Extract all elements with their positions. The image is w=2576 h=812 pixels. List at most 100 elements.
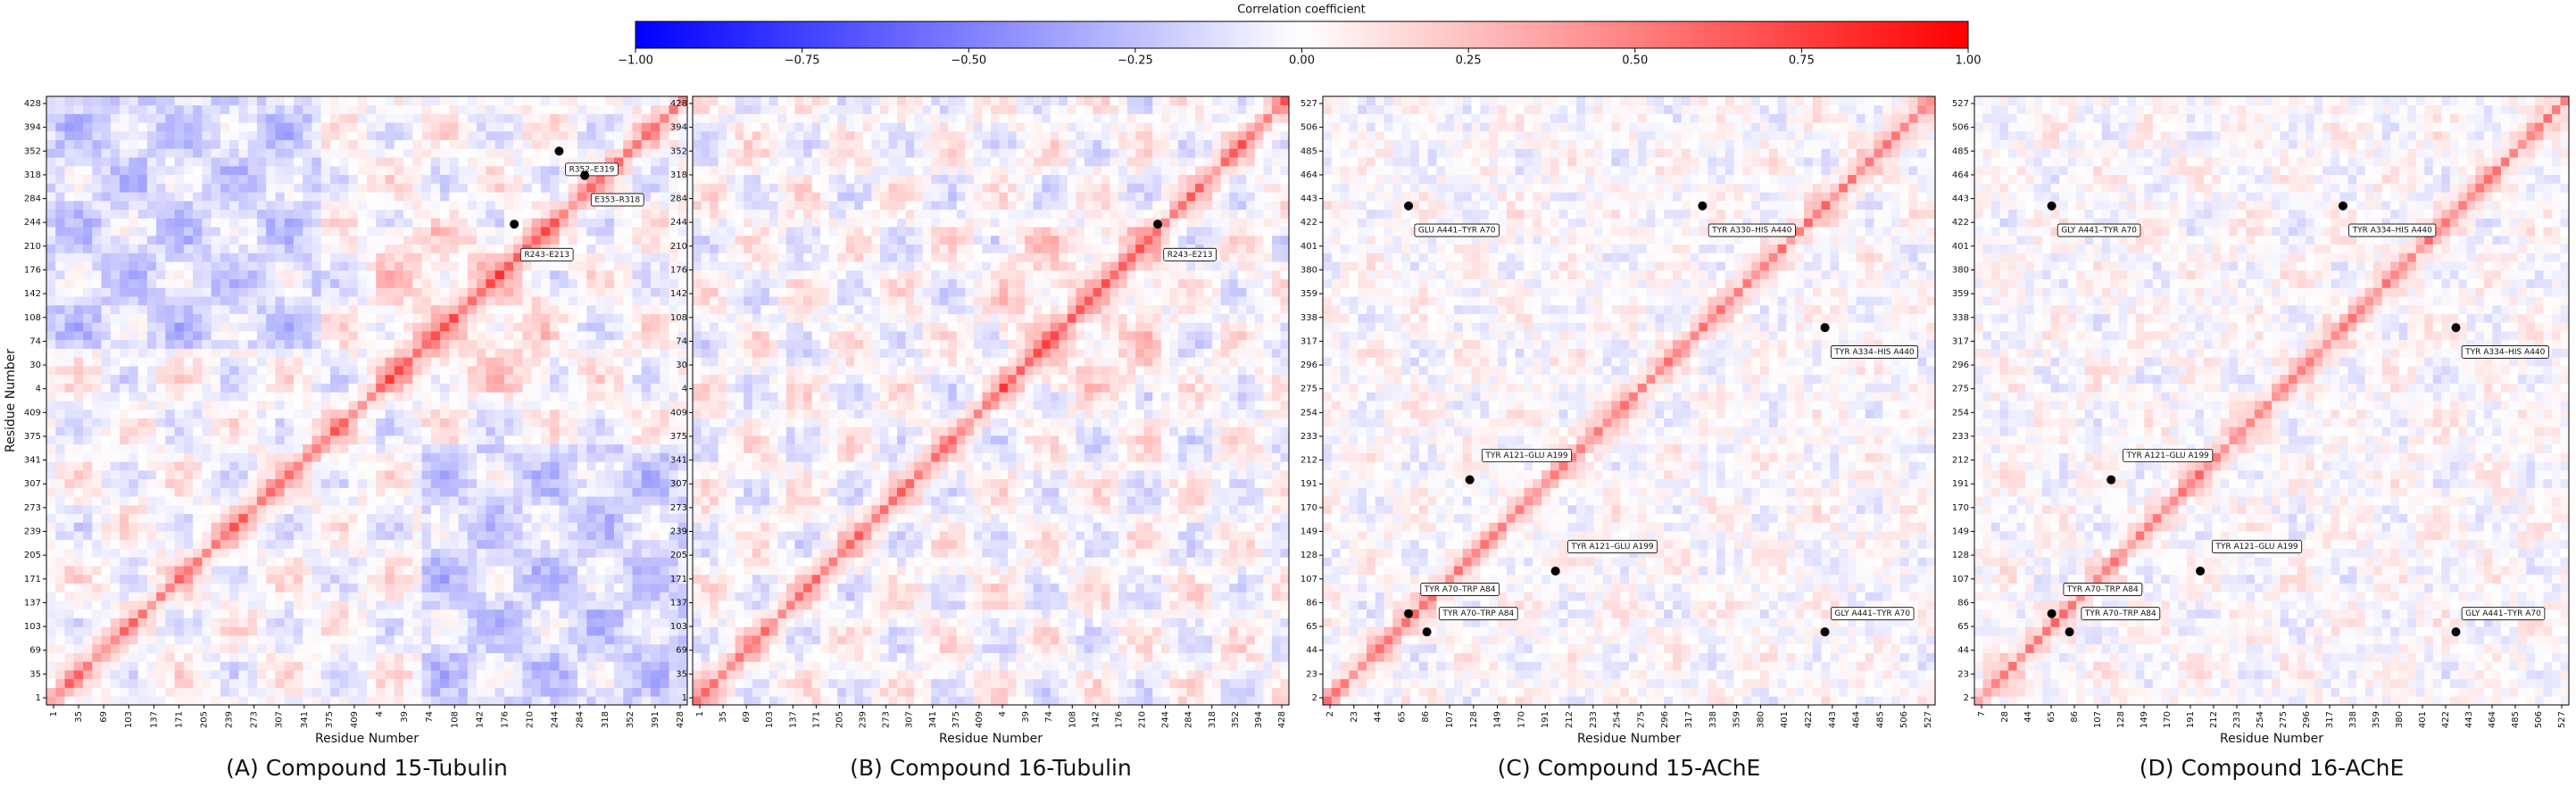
heatmap-cell xyxy=(522,626,533,636)
heatmap-cell xyxy=(120,157,129,167)
heatmap-cell xyxy=(55,504,65,515)
heatmap-cell xyxy=(156,366,166,376)
heatmap-cell xyxy=(568,670,578,680)
heatmap-cell xyxy=(256,366,267,376)
heatmap-cell xyxy=(540,296,551,306)
heatmap-cell xyxy=(229,626,239,636)
heatmap-cell xyxy=(339,253,349,262)
heatmap-cell xyxy=(110,165,120,176)
heatmap-cell xyxy=(329,287,340,297)
heatmap-cell xyxy=(238,601,249,610)
heatmap-cell xyxy=(550,461,560,471)
heatmap-cell xyxy=(247,157,258,167)
heatmap-cell xyxy=(156,269,166,279)
heatmap-cell xyxy=(110,452,120,462)
heatmap-cell xyxy=(156,592,166,601)
heatmap-cell xyxy=(293,443,303,453)
heatmap-cell xyxy=(604,348,615,358)
heatmap-cell xyxy=(513,617,523,627)
heatmap-cell xyxy=(64,452,75,462)
heatmap-cell xyxy=(137,261,148,271)
heatmap-cell xyxy=(632,566,643,576)
heatmap-cell xyxy=(586,583,596,592)
heatmap-cell xyxy=(550,165,560,176)
heatmap-cell xyxy=(238,96,249,106)
heatmap-cell xyxy=(550,661,560,671)
heatmap-cell xyxy=(329,183,340,193)
heatmap-cell xyxy=(320,504,331,515)
heatmap-cell xyxy=(440,218,450,228)
heatmap-cell xyxy=(165,269,175,279)
heatmap-cell xyxy=(522,670,533,680)
heatmap-cell xyxy=(220,574,230,584)
heatmap-cell xyxy=(229,253,239,262)
heatmap-cell xyxy=(348,304,359,314)
heatmap-cell xyxy=(412,531,422,541)
heatmap-cell xyxy=(503,487,514,497)
heatmap-cell xyxy=(449,278,459,288)
heatmap-cell xyxy=(220,348,230,358)
heatmap-cell xyxy=(540,269,551,279)
heatmap-cell xyxy=(677,661,688,671)
heatmap-cell xyxy=(660,313,669,323)
heatmap-cell xyxy=(266,678,276,688)
heatmap-cell xyxy=(577,322,587,332)
heatmap-cell xyxy=(376,157,386,167)
heatmap-cell xyxy=(568,296,578,306)
heatmap-cell xyxy=(440,401,450,410)
heatmap-cell xyxy=(577,244,587,253)
heatmap-cell xyxy=(238,113,249,123)
heatmap-cell xyxy=(394,487,404,497)
heatmap-cell xyxy=(467,409,478,418)
heatmap-cell xyxy=(522,617,533,627)
heatmap-cell xyxy=(174,617,185,627)
heatmap-cell xyxy=(73,531,84,541)
heatmap-cell xyxy=(394,661,404,671)
heatmap-cell xyxy=(247,348,258,358)
heatmap-cell xyxy=(604,104,615,114)
heatmap-cell xyxy=(348,235,359,245)
heatmap-cell xyxy=(55,635,65,645)
heatmap-cell xyxy=(550,435,560,445)
heatmap-cell xyxy=(677,609,688,618)
heatmap-cell xyxy=(229,244,239,253)
heatmap-cell xyxy=(284,652,295,662)
heatmap-cell xyxy=(348,617,359,627)
heatmap-cell xyxy=(613,174,624,184)
heatmap-cell xyxy=(339,504,349,515)
heatmap-cell xyxy=(486,313,495,323)
heatmap-cell xyxy=(540,522,551,532)
heatmap-cell xyxy=(348,469,359,480)
heatmap-cell xyxy=(421,174,432,184)
heatmap-cell xyxy=(568,643,578,653)
heatmap-cell xyxy=(531,366,542,376)
heatmap-cell xyxy=(449,104,459,114)
heatmap-cell xyxy=(568,548,578,558)
heatmap-cell xyxy=(559,574,569,584)
heatmap-cell xyxy=(275,174,286,184)
heatmap-cell xyxy=(348,374,359,384)
heatmap-cell xyxy=(137,200,148,211)
heatmap-cell xyxy=(193,218,203,228)
heatmap-cell xyxy=(494,339,505,349)
heatmap-cell xyxy=(303,601,312,610)
heatmap-cell xyxy=(120,235,129,245)
heatmap-cell xyxy=(312,253,322,262)
heatmap-cell xyxy=(430,652,441,662)
heatmap-cell xyxy=(595,652,606,662)
heatmap-cell xyxy=(348,592,359,601)
heatmap-cell xyxy=(403,200,413,211)
heatmap-cell xyxy=(440,443,450,453)
heatmap-cell xyxy=(165,487,175,497)
heatmap-cell xyxy=(568,235,578,245)
heatmap-cell xyxy=(376,601,386,610)
heatmap-cell xyxy=(477,652,486,662)
heatmap-cell xyxy=(220,261,230,271)
heatmap-cell xyxy=(247,139,258,149)
heatmap-cell xyxy=(394,261,404,271)
heatmap-cell xyxy=(550,409,560,418)
heatmap-cell xyxy=(586,227,596,236)
heatmap-cell xyxy=(329,469,340,480)
heatmap-cell xyxy=(540,304,551,314)
heatmap-cell xyxy=(120,357,129,367)
